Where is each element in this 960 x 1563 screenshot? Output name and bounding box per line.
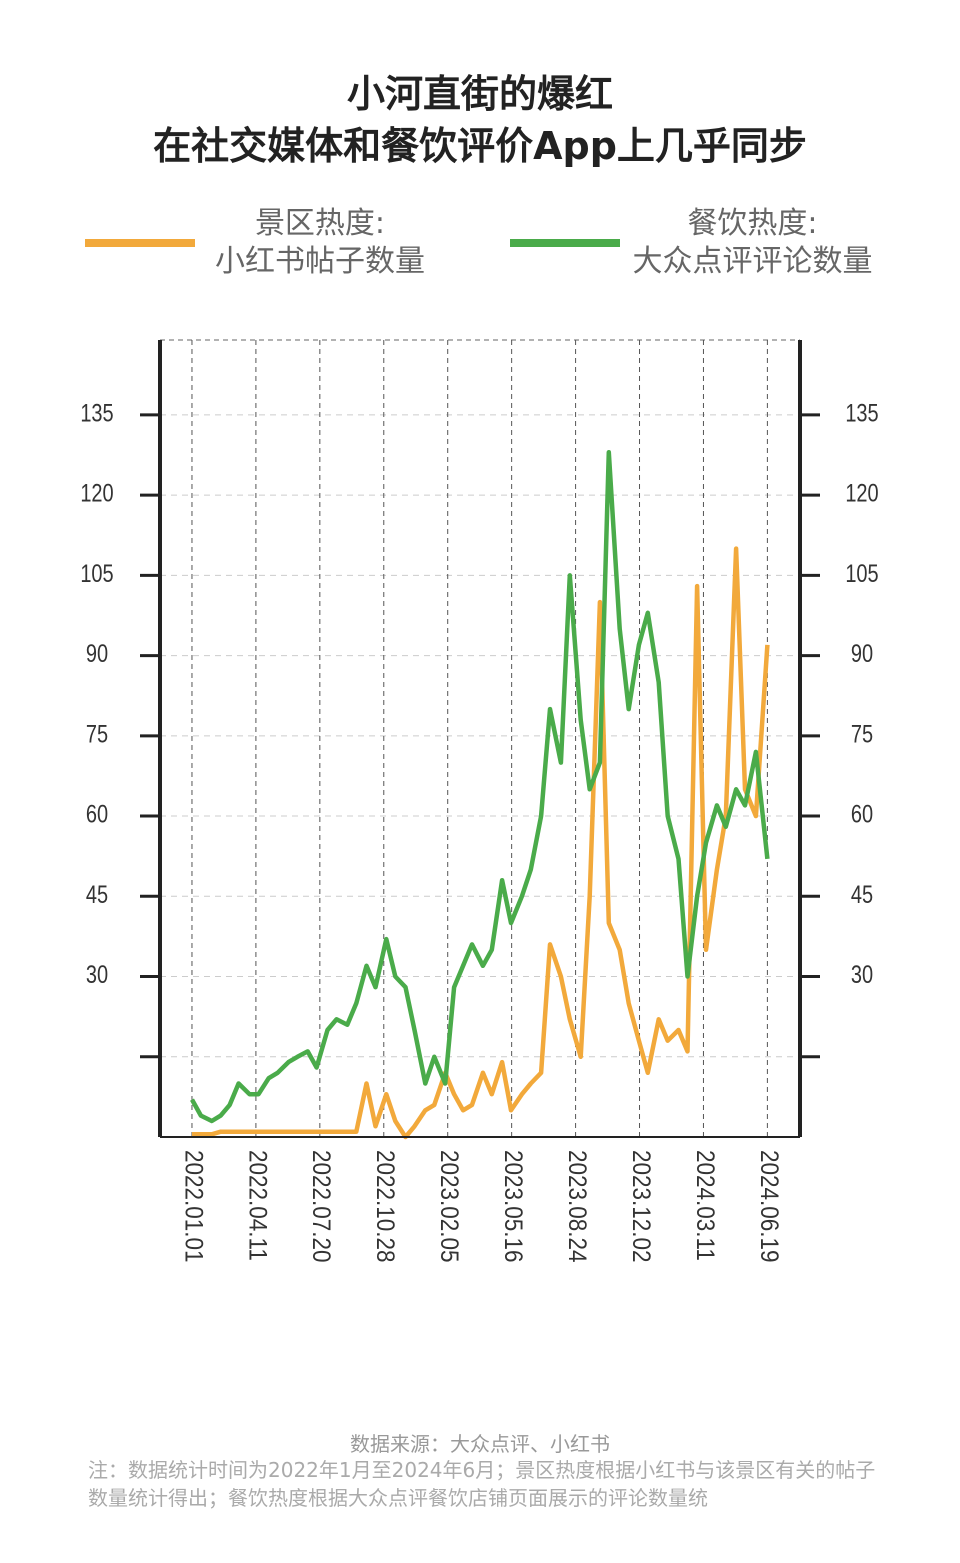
legend-label: 景区热度: 小红书帖子数量 — [215, 206, 425, 279]
y-tick-label: 120 — [80, 480, 113, 508]
y-tick-label: 30 — [86, 961, 108, 989]
y2-tick-label: 120 — [845, 480, 878, 508]
y-tick-label: 105 — [80, 560, 113, 588]
chart-title: 小河直街的爆红 在社交媒体和餐饮评价App上几乎同步 — [153, 72, 807, 168]
y-tick-label: 60 — [86, 801, 108, 829]
x-tick-label: 2024.06.19 — [754, 1150, 782, 1263]
x-tick-label: 2023.05.16 — [499, 1150, 527, 1263]
y-tick-label: 90 — [86, 640, 108, 668]
y2-tick-label: 60 — [851, 801, 873, 829]
source: 数据来源：大众点评、小红书 — [350, 1432, 610, 1456]
y2-tick-label: 105 — [845, 560, 878, 588]
legend-label: 餐饮热度: 大众点评评论数量 — [632, 206, 873, 279]
x-tick-label: 2022.10.28 — [371, 1150, 399, 1263]
y2-tick-label: 30 — [851, 961, 873, 989]
note: 注：数据统计时间为2022年1月至2024年6月；景区热度根据小红书与该景区有关… — [88, 1458, 876, 1510]
y2-tick-label: 75 — [851, 720, 873, 748]
x-tick-label: 2023.12.02 — [627, 1150, 655, 1263]
x-tick-label: 2023.02.05 — [435, 1150, 463, 1263]
x-tick-label: 2022.07.20 — [307, 1150, 335, 1263]
x-tick-label: 2022.01.01 — [179, 1150, 207, 1263]
y2-tick-label: 90 — [851, 640, 873, 668]
y2-tick-label: 135 — [845, 399, 878, 427]
x-tick-label: 2022.04.11 — [243, 1150, 271, 1261]
y2-tick-label: 45 — [851, 881, 873, 909]
y-tick-label: 45 — [86, 881, 108, 909]
x-tick-label: 2024.03.11 — [691, 1150, 719, 1261]
data-line — [192, 546, 770, 1140]
y-tick-label: 75 — [86, 720, 108, 748]
y-tick-label: 135 — [80, 399, 113, 427]
x-tick-label: 2023.08.24 — [563, 1150, 591, 1263]
data-line — [190, 450, 770, 1124]
